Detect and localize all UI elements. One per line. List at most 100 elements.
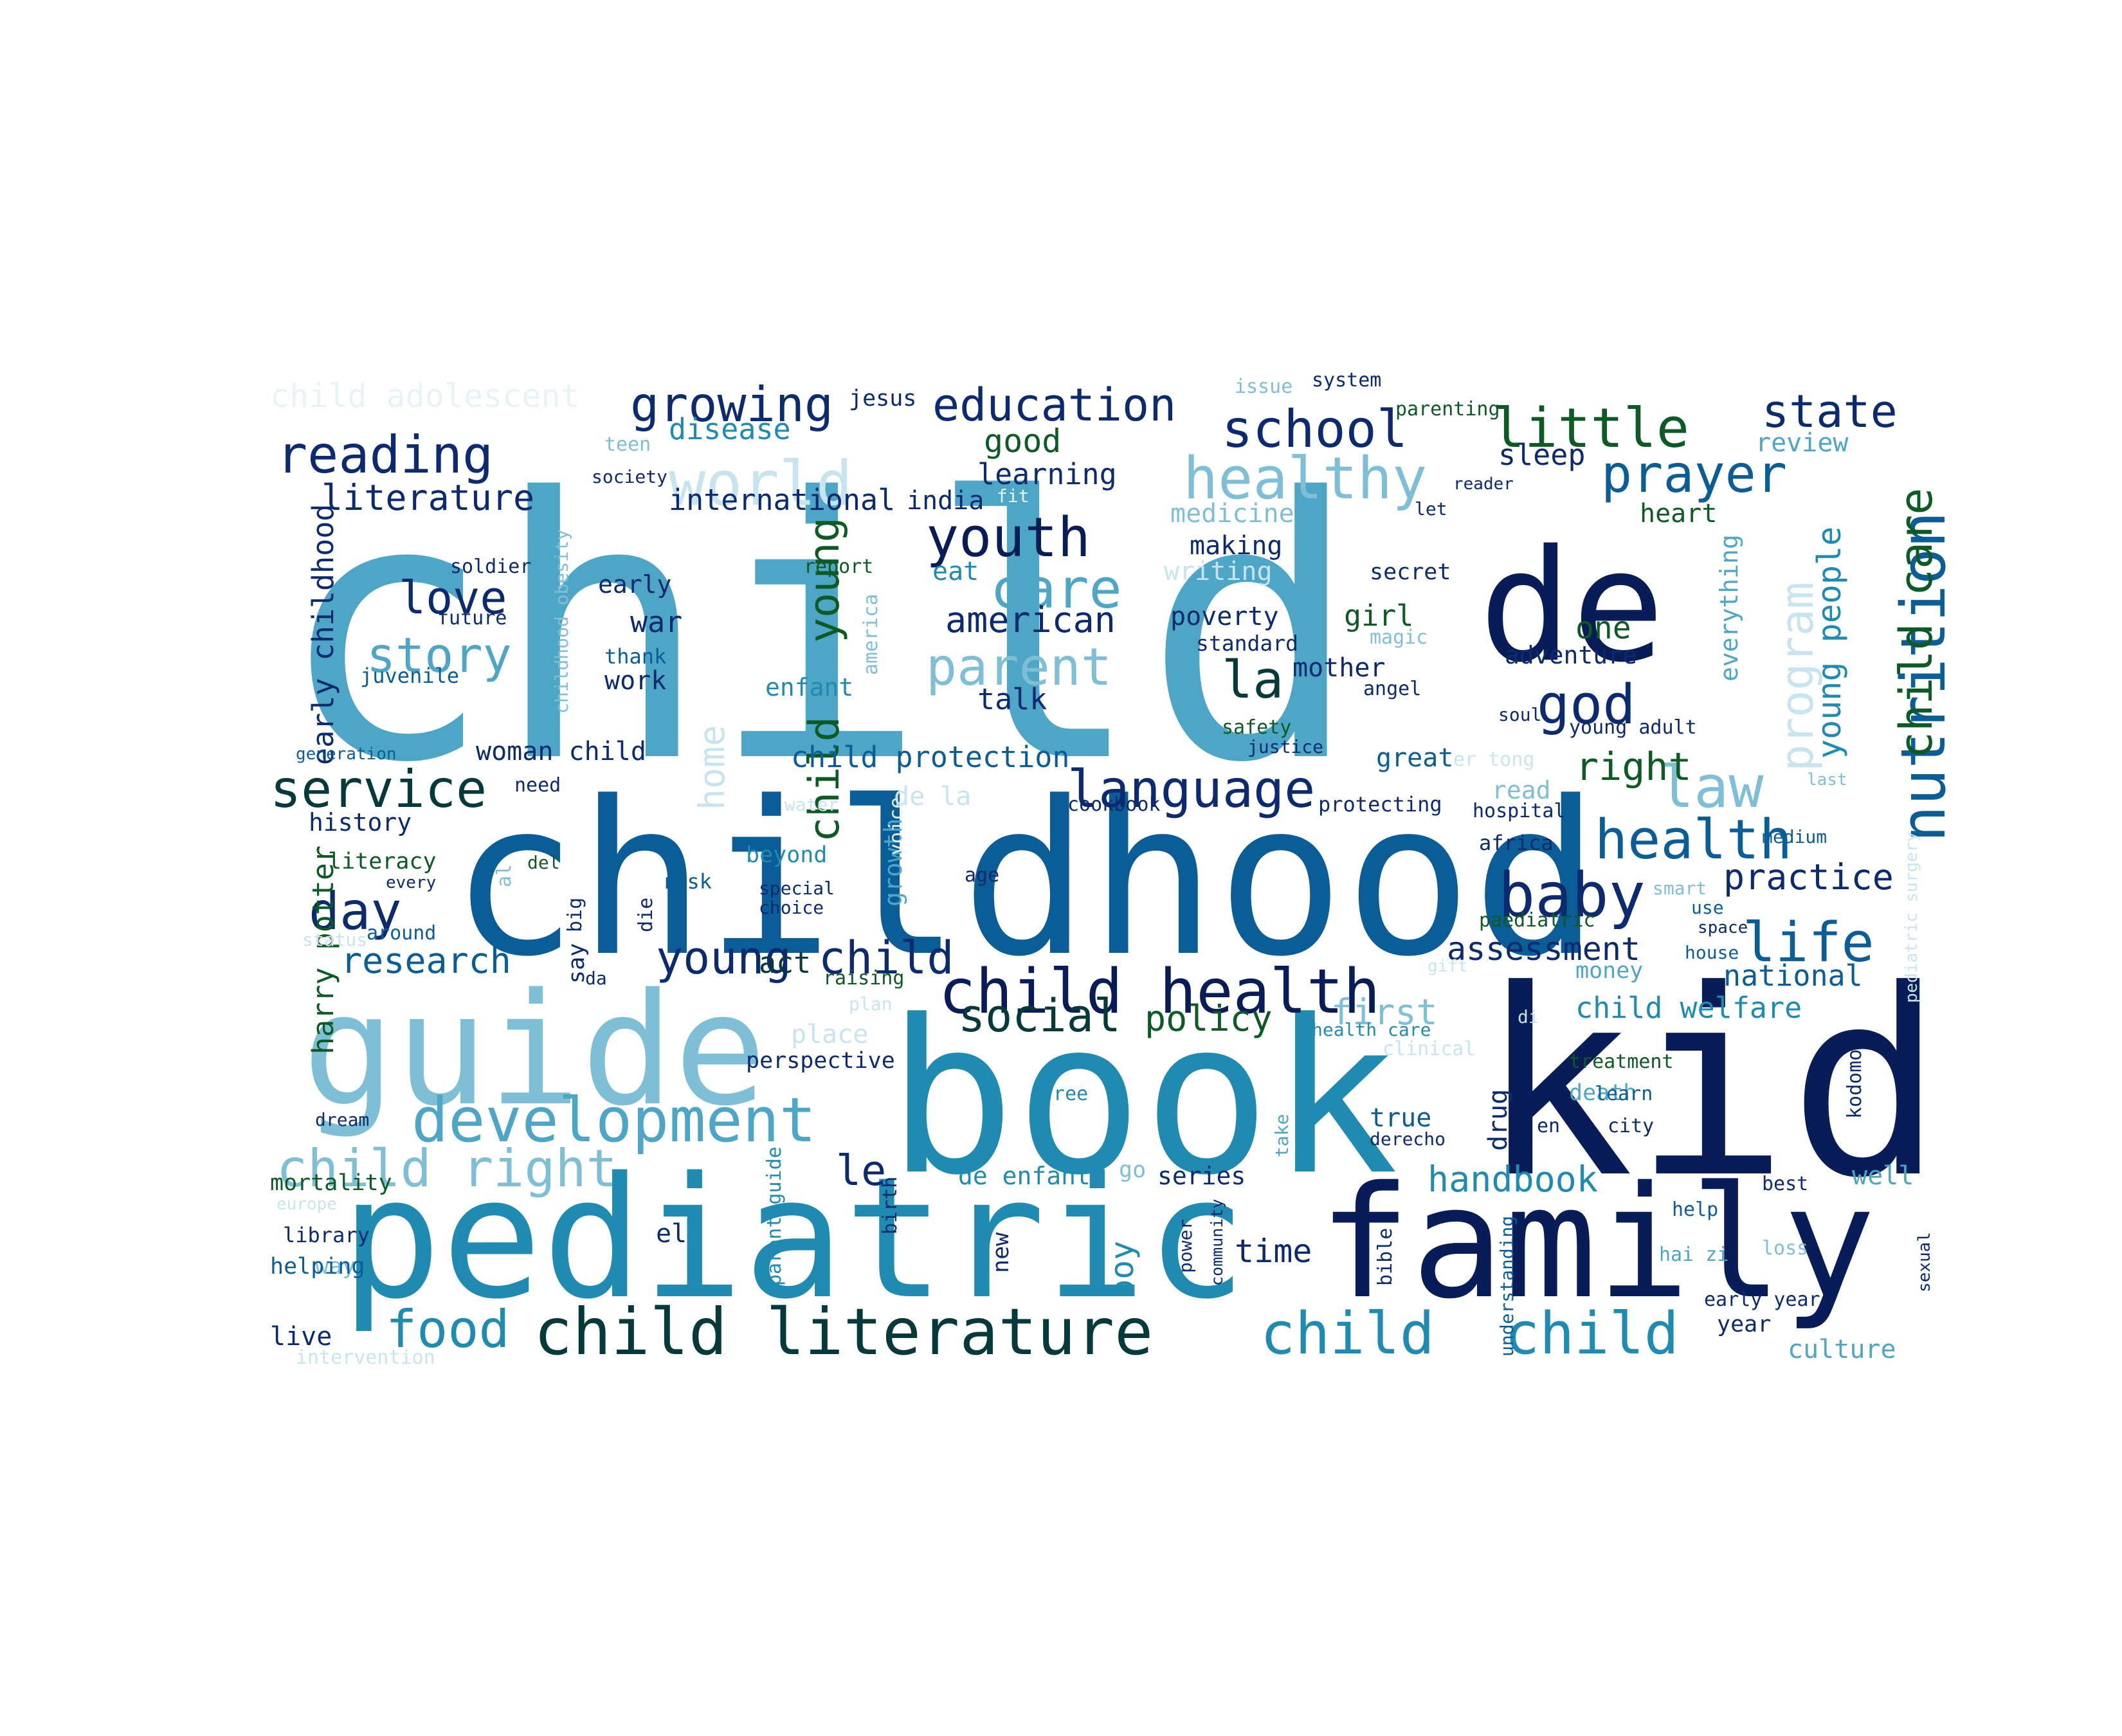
word-bible: bible xyxy=(1374,1227,1397,1286)
word-national: national xyxy=(1723,958,1863,993)
word-da: da xyxy=(585,968,607,990)
word-derecho: derecho xyxy=(1370,1128,1446,1150)
word-africa: africa xyxy=(1479,831,1554,856)
word-youth: youth xyxy=(926,505,1091,570)
word-disease: disease xyxy=(669,411,791,446)
word-child-literature: child literature xyxy=(534,1294,1154,1370)
word-space: space xyxy=(1698,918,1748,937)
word-making: making xyxy=(1190,530,1283,561)
word-child-adolescent: child adolescent xyxy=(270,377,580,415)
word-helping: helping xyxy=(270,1253,365,1279)
word-practice: practice xyxy=(1723,856,1894,898)
word-literacy: literacy xyxy=(328,848,437,874)
word-woman-child: woman child xyxy=(476,736,646,766)
word-child-welfare: child welfare xyxy=(1575,990,1802,1025)
word-age: age xyxy=(965,863,1000,887)
word-world: world xyxy=(669,448,853,520)
word-health-care: health care xyxy=(1312,1019,1431,1041)
word-sleep: sleep xyxy=(1498,437,1586,472)
word-care: care xyxy=(990,557,1122,621)
word-day: day xyxy=(309,881,402,941)
word-review: review xyxy=(1755,428,1849,458)
word-society: society xyxy=(592,466,668,488)
word-education: education xyxy=(932,379,1177,432)
word-language: language xyxy=(1067,759,1316,819)
word-guide: guide xyxy=(302,959,767,1140)
word-way: way xyxy=(315,1253,356,1279)
word-young-people: young people xyxy=(1811,526,1848,759)
word-reader: reader xyxy=(1453,474,1514,494)
word-child-care: child care xyxy=(1890,487,1943,759)
word-baby: baby xyxy=(1498,860,1646,931)
word-good: good xyxy=(984,422,1062,460)
word-prayer: prayer xyxy=(1601,444,1787,504)
word-big: big xyxy=(564,897,586,932)
word-great: great xyxy=(1376,743,1454,773)
word-community: community xyxy=(1208,1198,1226,1286)
word-understanding: understanding xyxy=(1496,1215,1518,1357)
word-soul: soul xyxy=(1498,704,1542,726)
word-year: year xyxy=(1717,1311,1772,1337)
word-america: america xyxy=(860,593,882,675)
word-child-health: child health xyxy=(939,956,1381,1027)
word-need: need xyxy=(514,773,561,797)
word-birth: birth xyxy=(879,1176,902,1234)
word-hospital: hospital xyxy=(1473,799,1566,822)
word-treatment: treatment xyxy=(1569,1050,1674,1073)
word-healthy: healthy xyxy=(1183,444,1428,512)
word-status: status xyxy=(302,929,368,951)
word-justice: justice xyxy=(1247,736,1324,758)
word-young-child: young child xyxy=(656,932,954,985)
word-first: first xyxy=(1331,991,1438,1033)
word-fit: fit xyxy=(997,485,1029,507)
word-power: power xyxy=(1175,1218,1196,1273)
word-en: en xyxy=(1537,1114,1561,1137)
word-choice: choice xyxy=(759,897,824,919)
word-poverty: poverty xyxy=(1170,601,1279,631)
word-hai-zi: hai zi xyxy=(1659,1243,1729,1266)
word-work: work xyxy=(604,665,667,696)
word-risk: risk xyxy=(662,869,712,894)
word-series: series xyxy=(1157,1162,1246,1191)
word-law: law xyxy=(1659,753,1764,821)
word-plan: plan xyxy=(849,993,893,1015)
word-handbook: handbook xyxy=(1428,1159,1598,1200)
word-parenting: parenting xyxy=(1395,397,1500,420)
word-heart: heart xyxy=(1640,498,1718,529)
word-parent: parent xyxy=(926,637,1112,697)
word-mother: mother xyxy=(1292,653,1386,683)
word-childhood-obesity: childhood obesity xyxy=(551,529,572,714)
word-drug: drug xyxy=(1483,1089,1513,1151)
word-one: one xyxy=(1575,610,1631,646)
word-young: young xyxy=(801,517,849,643)
word-right: right xyxy=(1575,745,1692,790)
word-learning: learning xyxy=(977,457,1117,491)
word-place: place xyxy=(791,1019,869,1049)
word-child: child xyxy=(801,716,849,842)
word-secret: secret xyxy=(1370,559,1451,585)
word-love: love xyxy=(399,572,507,625)
word-early-childhood: early childhood xyxy=(306,503,340,765)
word-child: child xyxy=(277,422,1361,842)
word-city: city xyxy=(1608,1114,1655,1137)
word-special: special xyxy=(759,878,835,900)
word-life: life xyxy=(1743,910,1874,975)
word-beyond: beyond xyxy=(746,842,828,868)
word-safety: safety xyxy=(1222,716,1292,739)
word-culture: culture xyxy=(1788,1334,1896,1364)
word-true: true xyxy=(1370,1103,1432,1133)
word-la: la xyxy=(1222,649,1284,710)
word-everything: everything xyxy=(1715,534,1743,682)
word-sexual: sexual xyxy=(1915,1232,1934,1292)
word-research: research xyxy=(341,940,511,982)
word-child-protection: child protection xyxy=(791,739,1070,774)
word-writing: writing xyxy=(1164,556,1273,586)
word-system: system xyxy=(1312,368,1382,392)
word-parent-guide: parent guide xyxy=(763,1146,786,1286)
word-history: history xyxy=(309,808,412,837)
word-eat: eat xyxy=(932,556,979,586)
word-boy: boy xyxy=(1103,1240,1141,1299)
word-pediatric-surgery: pediatric surgery xyxy=(1902,831,1921,1003)
word-go: go xyxy=(1119,1157,1147,1183)
